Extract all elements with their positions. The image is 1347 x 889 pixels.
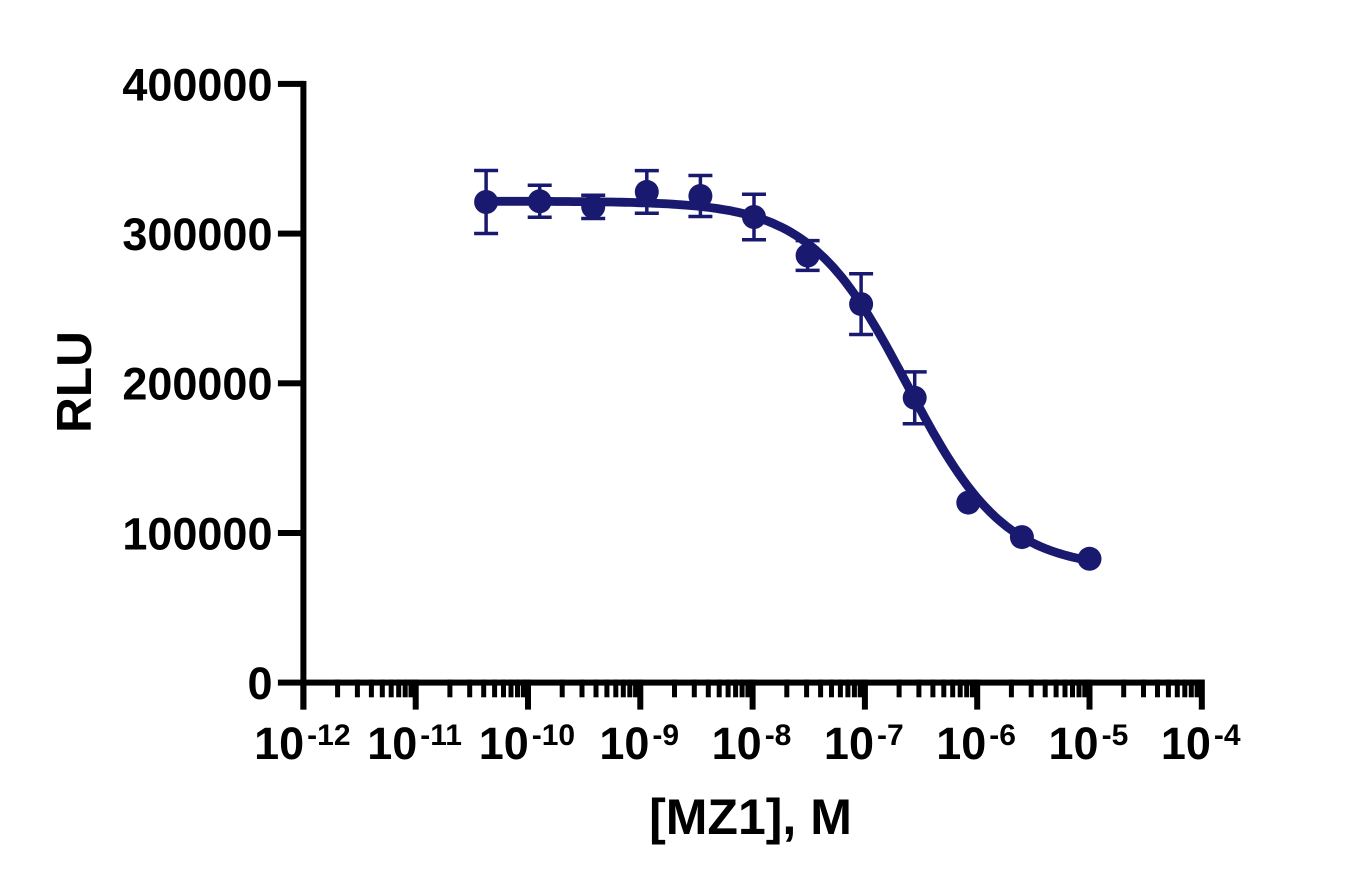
svg-text:300000: 300000 bbox=[122, 209, 272, 260]
svg-text:[MZ1], M: [MZ1], M bbox=[649, 789, 852, 845]
svg-text:0: 0 bbox=[247, 658, 272, 709]
svg-text:RLU: RLU bbox=[47, 331, 102, 433]
svg-text:200000: 200000 bbox=[122, 359, 272, 410]
svg-text:400000: 400000 bbox=[122, 59, 272, 110]
svg-text:100000: 100000 bbox=[122, 508, 272, 559]
svg-text:10-10: 10 -10 bbox=[479, 718, 575, 769]
